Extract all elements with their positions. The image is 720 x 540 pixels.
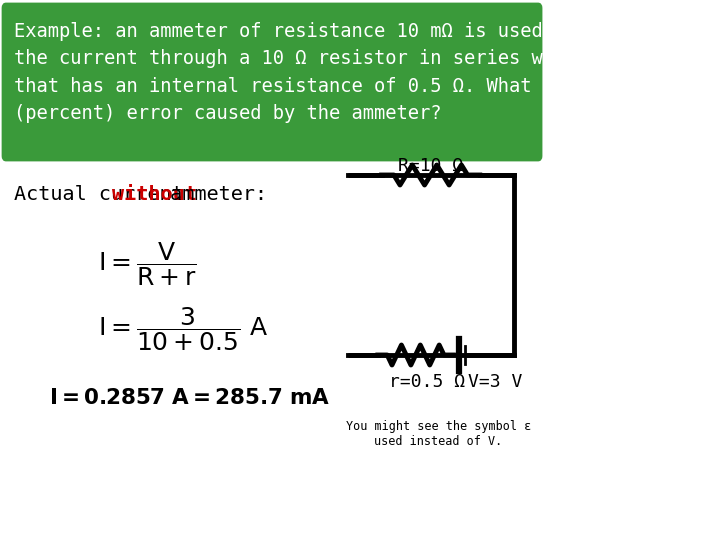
Text: V=3 V: V=3 V xyxy=(469,373,523,391)
Text: R=10 Ω: R=10 Ω xyxy=(398,157,464,175)
Text: Example: an ammeter of resistance 10 mΩ is used to measure
the current through a: Example: an ammeter of resistance 10 mΩ … xyxy=(14,22,720,123)
Text: Actual current: Actual current xyxy=(14,185,195,204)
FancyBboxPatch shape xyxy=(3,4,541,160)
Text: without: without xyxy=(112,185,197,204)
Text: $\mathsf{I = \dfrac{3}{10 + 0.5}\ A}$: $\mathsf{I = \dfrac{3}{10 + 0.5}\ A}$ xyxy=(98,305,269,353)
Text: $\mathsf{I = \dfrac{V}{R + r}}$: $\mathsf{I = \dfrac{V}{R + r}}$ xyxy=(98,240,197,288)
Text: ammeter:: ammeter: xyxy=(158,185,267,204)
Text: r=0.5 Ω: r=0.5 Ω xyxy=(389,373,465,391)
Text: You might see the symbol ε
used instead of V.: You might see the symbol ε used instead … xyxy=(346,420,531,448)
Text: $\mathbf{I = 0.2857\ A = 285.7\ mA}$: $\mathbf{I = 0.2857\ A = 285.7\ mA}$ xyxy=(49,388,330,408)
